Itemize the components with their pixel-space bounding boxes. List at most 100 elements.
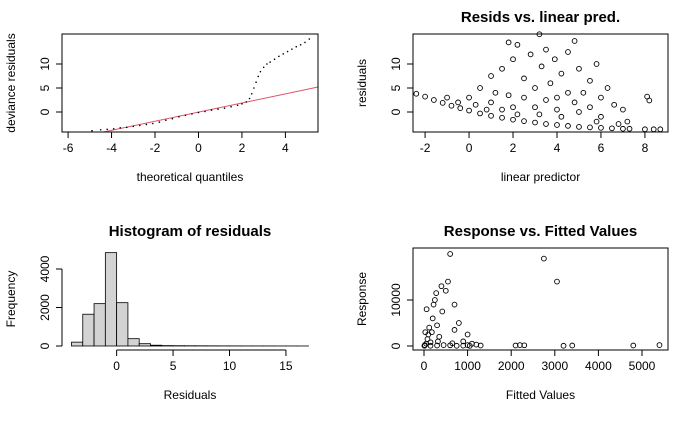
point [438,283,445,290]
point [554,94,560,101]
point [587,104,593,111]
point [439,100,446,106]
point [439,308,446,315]
y-tick-label: 0 [38,342,52,349]
point [248,97,251,100]
bar [138,343,151,347]
x-tick-label: 0 [113,359,120,373]
point [434,322,440,329]
point [428,329,435,336]
point [262,66,265,69]
point [413,90,420,97]
point [571,38,578,44]
point [451,301,458,308]
point [431,97,437,103]
point [477,110,483,117]
point [145,123,148,126]
point [593,61,600,67]
point [536,111,543,118]
point [598,124,604,131]
point [514,41,521,48]
point [609,125,615,132]
point [560,342,567,349]
point [125,126,128,129]
point [282,53,285,55]
point [158,121,161,123]
point [521,75,527,82]
point [197,111,200,114]
point [245,101,248,103]
point [477,85,483,91]
x-axis-label: linear predictor [501,170,580,184]
x-axis-label: Residuals [164,388,217,402]
bar [82,313,95,347]
point [255,81,257,84]
y-tick-label: 0 [389,108,403,115]
point [217,108,219,110]
point [571,99,578,106]
x-tick-label: -2 [420,141,431,155]
point [230,105,232,108]
y-tick-label: 5 [38,84,52,91]
point [565,49,571,55]
point [532,119,538,126]
point [650,126,657,133]
bar [150,344,163,347]
x-tick-label: 4000 [585,359,612,373]
x-tick-label: 0 [421,359,428,373]
point [521,94,527,101]
point [488,73,494,79]
point [273,58,276,60]
point [447,251,454,257]
x-tick-label: 0 [466,141,473,155]
y-tick-label: 0 [38,108,52,115]
point [250,92,253,95]
point [253,87,255,89]
point [551,56,558,63]
point [598,94,604,101]
point [241,103,243,105]
point [532,104,538,111]
point [457,105,464,111]
plot-box [61,33,319,133]
x-tick-label: 2000 [498,359,525,373]
point [456,320,462,326]
point [558,113,565,120]
x-tick-label: -4 [106,141,117,155]
point [499,106,505,113]
point [642,126,648,133]
point [483,106,490,113]
panel-title: Response vs. Fitted Values [444,223,637,240]
point [624,118,631,125]
point [505,92,512,99]
x-tick-label: 2 [510,141,517,155]
point [580,89,587,96]
reference-line [102,86,319,133]
x-tick-label: 5000 [629,359,656,373]
point [210,109,213,111]
point [204,110,206,113]
x-tick-label: 0 [195,141,202,155]
point [527,51,534,58]
point [278,55,280,58]
point [440,342,447,348]
point [442,287,449,294]
point [543,97,549,103]
point [626,125,633,132]
point [444,94,450,101]
point [236,104,239,107]
x-tick-label: 2 [239,141,246,155]
point [223,107,226,109]
x-axis-label: theoretical quantiles [137,170,244,184]
point [426,324,433,331]
point [657,126,664,133]
bar [93,303,106,347]
point [448,102,455,109]
x-axis-label: Fitted Values [506,388,575,402]
point [576,124,582,130]
point [492,89,499,96]
point [558,70,565,77]
point [593,118,600,125]
point [432,297,438,303]
